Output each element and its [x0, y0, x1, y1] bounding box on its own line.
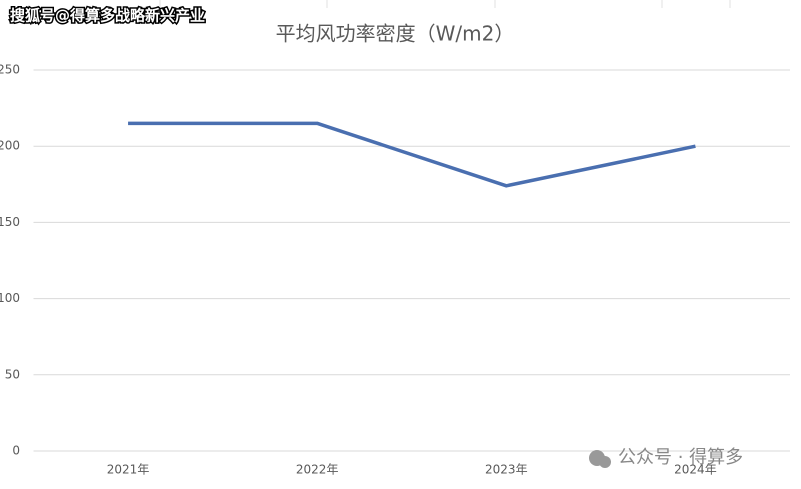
- y-tick-label: 0: [12, 444, 20, 458]
- chart-title: 平均风功率密度（W/m2）: [276, 22, 515, 46]
- watermark: 公众号 · 得算多: [618, 447, 743, 468]
- x-tick-label: 2024年: [674, 463, 717, 477]
- y-tick-label: 150: [0, 215, 20, 229]
- x-tick-label: 2022年: [296, 463, 339, 477]
- sheet-lines: [159, 0, 731, 8]
- x-tick-label: 2023年: [485, 463, 528, 477]
- y-tick-label: 50: [5, 367, 20, 381]
- y-tick-label: 250: [0, 63, 20, 77]
- watermark-logo: [589, 450, 611, 468]
- x-tick-label: 2021年: [107, 463, 150, 477]
- line-series: [128, 121, 696, 188]
- y-tick-label: 100: [0, 291, 20, 305]
- y-tick-label: 200: [0, 139, 20, 153]
- watermark: 搜狐号@得算多战略新兴产业: [10, 7, 205, 25]
